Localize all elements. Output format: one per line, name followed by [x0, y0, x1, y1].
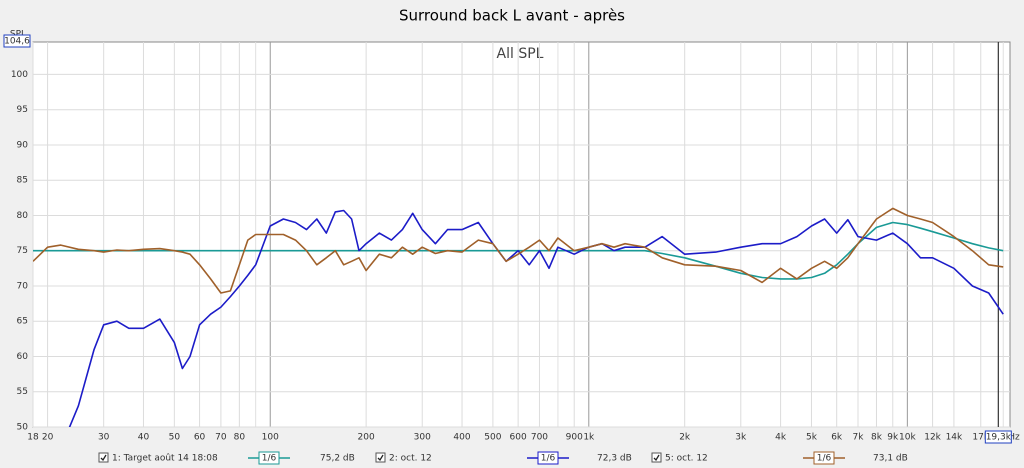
series-line [33, 207, 1004, 294]
x-tick-label: 700 [531, 433, 548, 443]
x-tick-label: 12k [924, 433, 941, 443]
legend-smoothing: 1/6 [817, 454, 832, 464]
y-tick-label: 80 [17, 211, 29, 221]
x-tick-label: 50 [169, 433, 181, 443]
x-tick-label: 60 [194, 433, 206, 443]
legend-smoothing-box[interactable] [537, 451, 559, 465]
chart-title: Surround back L avant - après [399, 7, 625, 25]
x-tick-label: 4k [775, 433, 787, 443]
chart-subtitle: All SPL [497, 46, 544, 62]
x-tick-label: 500 [484, 433, 501, 443]
y-tick-label: 75 [17, 246, 28, 256]
legend-smoothing: 1/6 [262, 454, 277, 464]
x-tick-label: 3k [735, 433, 747, 443]
legend-level: 75,2 dB [320, 454, 355, 464]
legend-smoothing-box[interactable] [813, 451, 835, 465]
legend-check [653, 454, 660, 462]
x-tick-label: 30 [98, 433, 110, 443]
legend-name: 5: oct. 12 [665, 454, 708, 464]
y-top-box [3, 34, 31, 48]
lines [33, 42, 1004, 427]
legend-checkbox[interactable] [651, 452, 662, 463]
x-tick-label: 70 [215, 433, 227, 443]
legend-name: 2: oct. 12 [389, 454, 432, 464]
x-tick-label: 20 [42, 433, 54, 443]
y-tick-label: 50 [17, 423, 29, 433]
x-tick-label: 7k [853, 433, 865, 443]
x-tick-label: 200 [358, 433, 375, 443]
x-tick-label: 100 [262, 433, 279, 443]
series-line [33, 221, 1004, 280]
y-tick-label: 55 [17, 387, 28, 397]
x-tick-label: 17k [972, 433, 989, 443]
legend-checkbox[interactable] [98, 452, 109, 463]
y-tick-label: 95 [17, 105, 28, 115]
x-tick-label: 900 [566, 433, 583, 443]
cursor-label: 19,3k [986, 433, 1012, 443]
legend-check [377, 454, 384, 462]
legend-smoothing-box[interactable] [258, 451, 280, 465]
y-tick-label: 90 [17, 140, 29, 150]
legend-level: 72,3 dB [597, 454, 632, 464]
x-tick-label: 8k [871, 433, 883, 443]
y-tick-label: 100 [11, 70, 28, 80]
cursor-box [984, 430, 1012, 444]
x-tick-label: 14k [946, 433, 963, 443]
y-tick-label: 70 [17, 281, 29, 291]
x-axis-label: Hz [1008, 433, 1020, 443]
legend-smoothing: 1/6 [541, 454, 556, 464]
labels: 18 20 30 40 50 60 70 80 100 200 300 400 500 600 700 900… [3, 34, 1012, 465]
x-tick-label: 18 [27, 433, 39, 443]
x-tick-label: 9k [887, 433, 899, 443]
x-tick-label: 5k [806, 433, 818, 443]
x-tick-label: 10k [899, 433, 916, 443]
plot-area [32, 41, 1011, 428]
y-tick-label: 65 [17, 317, 28, 327]
x-tick-label: 300 [414, 433, 431, 443]
legend-check [100, 454, 107, 462]
x-tick-label: 1k [583, 433, 595, 443]
x-tick-label: 400 [453, 433, 470, 443]
y-tick-label: 85 [17, 176, 28, 186]
x-tick-label: 600 [510, 433, 527, 443]
y-tick-label: 104,6 [4, 37, 30, 47]
legend-name: 1: Target août 14 18:08 [112, 454, 218, 464]
y-tick-label: 60 [17, 352, 29, 362]
legend-checkbox[interactable] [375, 452, 386, 463]
x-tick-label: 2k [679, 433, 691, 443]
legend-level: 73,1 dB [873, 454, 908, 464]
x-tick-label: 40 [138, 433, 150, 443]
series-line [68, 209, 1004, 427]
x-tick-label: 80 [234, 433, 246, 443]
x-tick-label: 6k [831, 433, 843, 443]
